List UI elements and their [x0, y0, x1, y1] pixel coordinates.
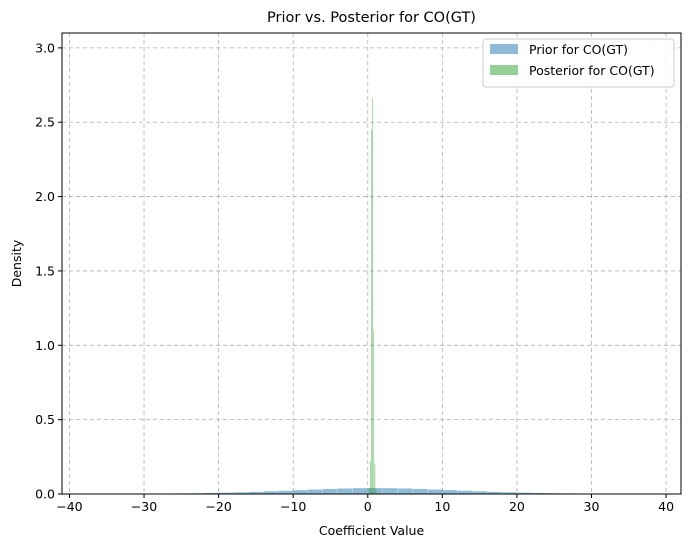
legend-box: [482, 38, 675, 88]
plot-frame: [61, 32, 682, 495]
y-tick-label: 1.0: [35, 338, 55, 353]
prior-bar: [203, 492, 219, 494]
prior-bar: [516, 492, 532, 494]
x-tick-label: 0: [364, 499, 372, 514]
prior-bar: [412, 488, 428, 494]
prior-bar: [472, 491, 487, 494]
posterior-bar: [371, 129, 372, 494]
y-tick-label: 2.5: [35, 115, 55, 130]
y-tick-label: 1.5: [35, 263, 55, 278]
x-axis-label: Coefficient Value: [319, 523, 425, 538]
prior-bar: [427, 489, 443, 494]
x-tick-label: 20: [509, 499, 525, 514]
prior-bar: [323, 488, 338, 494]
prior-bar: [457, 490, 472, 494]
x-tick-label: 10: [434, 499, 450, 514]
prior-bar: [352, 488, 368, 494]
y-tick-label: 0.0: [35, 487, 55, 502]
posterior-bar: [372, 98, 374, 495]
x-tick-label: −20: [205, 499, 231, 514]
posterior-bar: [368, 488, 370, 494]
prior-bar: [263, 491, 278, 494]
prior-bar: [308, 489, 323, 494]
prior-bar: [397, 488, 413, 494]
prior-bar: [233, 492, 249, 494]
x-tick-label: 30: [584, 499, 600, 514]
prior-bar: [531, 492, 547, 494]
prior-bar: [248, 491, 264, 494]
y-axis-label: Density: [9, 239, 24, 287]
axis-ticks: −40 −30 −20 −10 0 10 20 30 40 0.0 0.5 1.0 1.5 2.0 2.5 3…: [35, 40, 674, 514]
posterior-bar: [373, 330, 375, 494]
legend-label-prior: Prior for CO(GT): [529, 42, 628, 57]
x-tick-label: −30: [131, 499, 157, 514]
prior-bar: [382, 488, 398, 494]
x-tick-label: −10: [280, 499, 306, 514]
posterior-bar: [375, 489, 377, 494]
prior-bar: [293, 490, 308, 494]
posterior-bars: [368, 98, 377, 495]
prior-bar: [487, 491, 502, 494]
prior-bar: [502, 492, 517, 494]
legend-swatch-prior: [490, 44, 518, 54]
x-tick-label: −40: [56, 499, 82, 514]
legend-swatch-posterior: [490, 65, 518, 75]
y-tick-label: 0.5: [35, 412, 55, 427]
y-tick-label: 3.0: [35, 40, 55, 55]
posterior-bar: [370, 461, 371, 494]
posterior-bar: [374, 464, 376, 494]
legend: Prior for CO(GT) Posterior for CO(GT): [482, 38, 675, 88]
legend-label-posterior: Posterior for CO(GT): [529, 63, 655, 78]
prior-bar: [218, 492, 234, 494]
prior-bar: [278, 490, 293, 494]
prior-bar: [337, 488, 353, 494]
prior-bar: [442, 490, 457, 494]
x-tick-label: 40: [658, 499, 674, 514]
chart-title: Prior vs. Posterior for CO(GT): [267, 10, 476, 26]
y-tick-label: 2.0: [35, 189, 55, 204]
